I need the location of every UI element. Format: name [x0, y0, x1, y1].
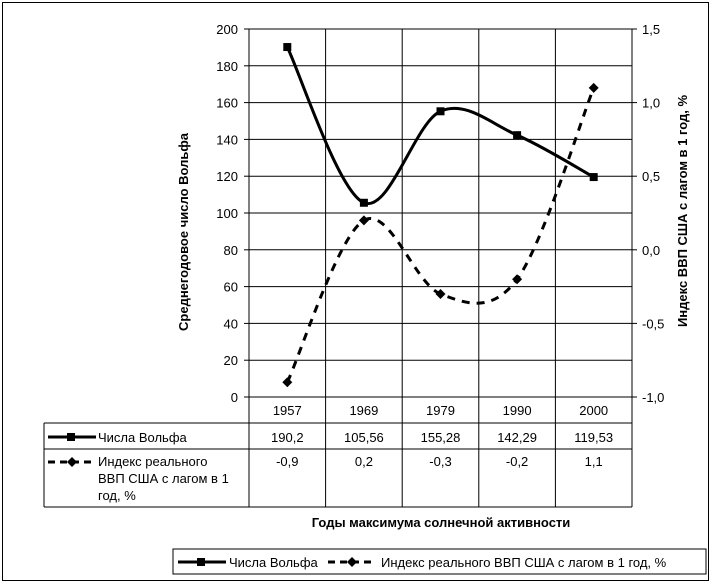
y-right-tick-labels: -1,0 -0,5 0,0 0,5 1,0 1,5: [642, 22, 664, 405]
table-row-header-gdp-line: Индекс реального: [98, 454, 207, 469]
point-gdp: [358, 215, 369, 226]
x-category-label: 1969: [349, 403, 378, 418]
legend-box: [172, 548, 707, 575]
y-left-tick-label: 200: [216, 22, 238, 37]
x-category-label: 1979: [426, 403, 455, 418]
table-cell-wolf: 105,56: [344, 430, 384, 445]
table-cell-wolf: 142,29: [497, 430, 537, 445]
y-right-axis-title: Индекс ВВП США с лагом в 1 год, %: [675, 95, 690, 328]
table-key-square-marker: [67, 433, 75, 441]
y-right-tick-label: -1,0: [642, 390, 664, 405]
y-right-tick-label: -0,5: [642, 316, 664, 331]
x-category-label: 2000: [579, 403, 608, 418]
series-lines: [285, 46, 596, 383]
y-left-tick-label: 100: [216, 206, 238, 221]
point-wolf: [436, 107, 445, 116]
y-left-tick-label: 120: [216, 169, 238, 184]
legend-square-marker: [197, 558, 205, 566]
table-row-header-gdp-line: ВВП США с лагом в 1: [98, 471, 229, 486]
table-cell-gdp: 0,2: [355, 454, 373, 469]
y-left-tick-labels: 0 20 40 60 80 100 120 140 160 180 200: [216, 22, 238, 405]
data-table: 1957 1969 1979 1990 2000 Числа Вольфа Индекс р…: [43, 403, 632, 508]
table-cell-gdp: -0,3: [429, 454, 451, 469]
y-right-tick-label: 0,5: [642, 169, 660, 184]
y-right-tick-label: 1,0: [642, 96, 660, 111]
y-left-tick-label: 60: [224, 280, 238, 295]
x-category-label: 1957: [273, 403, 302, 418]
table-cell-gdp: -0,2: [506, 454, 528, 469]
x-axis-title: Годы максимума солнечной активности: [312, 515, 571, 530]
table-cell-gdp: 1,1: [585, 454, 603, 469]
table-cell-wolf: 119,53: [574, 430, 613, 445]
legend-item-wolf: Числа Вольфа: [229, 555, 319, 570]
table-cell-gdp: -0,9: [276, 454, 298, 469]
legend-item-gdp: Индекс реального ВВП США с лагом в 1 год…: [381, 555, 667, 570]
point-wolf: [513, 131, 522, 140]
table-cell-wolf: 190,2: [271, 430, 304, 445]
point-wolf: [283, 43, 292, 52]
table-row-header-wolf: Числа Вольфа: [98, 430, 188, 445]
y-left-tick-label: 160: [216, 96, 238, 111]
legend-diamond-marker: [347, 557, 357, 567]
point-gdp: [435, 288, 446, 299]
y-left-tick-label: 180: [216, 59, 238, 74]
y-left-tick-label: 20: [224, 353, 238, 368]
series-line-wolf: [285, 46, 595, 206]
point-gdp: [512, 274, 523, 285]
series-line-gdp: [285, 87, 596, 383]
x-category-label: 1990: [503, 403, 532, 418]
point-gdp: [282, 377, 293, 388]
point-gdp: [588, 82, 599, 93]
plot-grid: [249, 28, 632, 507]
y-left-tick-label: 80: [224, 243, 238, 258]
y-right-tick-label: 0,0: [642, 243, 660, 258]
series-markers: [282, 43, 599, 388]
y-left-tick-label: 140: [216, 132, 238, 147]
y-right-tick-label: 1,5: [642, 22, 660, 37]
point-wolf: [359, 198, 368, 207]
y-left-axis-title: Среднегодовое число Вольфа: [176, 132, 191, 331]
table-row-header-gdp-line: год, %: [98, 488, 136, 503]
y-left-tick-label: 40: [224, 316, 238, 331]
y-left-tick-label: 0: [231, 390, 238, 405]
plot-axes: [244, 28, 637, 507]
table-cell-wolf: 155,28: [421, 430, 461, 445]
legend: Числа Вольфа Индекс реального ВВП США с …: [172, 548, 707, 575]
table-key-diamond-marker: [67, 457, 77, 467]
point-wolf: [589, 173, 598, 182]
